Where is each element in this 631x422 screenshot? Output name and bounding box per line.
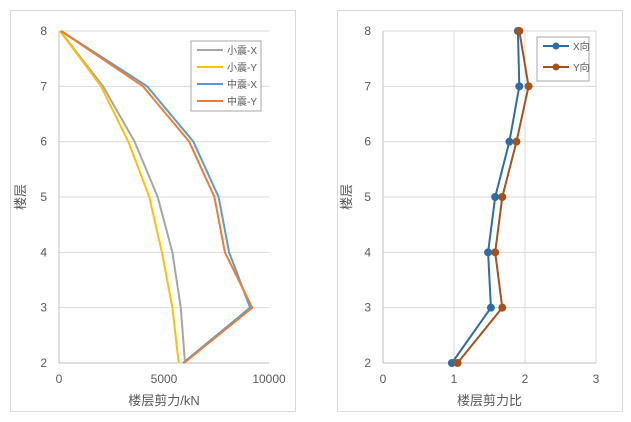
series-line-4: [60, 30, 254, 364]
y-axis-title: 楼层: [339, 184, 354, 210]
legend-label-4: 中震-Y: [227, 95, 257, 108]
x-tick-label: 10000: [252, 372, 286, 386]
series-1-point: [491, 193, 500, 201]
legend-label-1: 小震-X: [227, 45, 257, 57]
legend-label-2: 小震-Y: [227, 62, 257, 74]
legend-box: [190, 40, 262, 112]
floor-shear-chart: 2 3 4 5 6 7 8 0 5000 10000 楼层剪力/kN 楼层 小震-X 小震-Y 中震-X 中震…: [13, 24, 286, 408]
series-2-point: [524, 82, 533, 91]
series-line-3: [60, 30, 252, 364]
x-tick-label: 2: [522, 372, 529, 386]
y-tick-label: 8: [40, 24, 47, 38]
series-2-point: [498, 193, 507, 201]
right-chart-frame: 2 3 4 5 6 7 8 0 1 2 3 楼层剪力比 楼层 X向 Y向: [337, 10, 623, 412]
legend-label-1: X向: [573, 40, 590, 53]
x-axis-title: 楼层剪力比: [457, 393, 522, 408]
y-axis-title: 楼层: [13, 184, 28, 210]
y-tick-label: 4: [364, 245, 371, 259]
legend-marker-2: [552, 63, 560, 71]
y-tick-label: 3: [364, 301, 371, 315]
series-1-point: [505, 137, 514, 146]
series-2-point: [512, 137, 521, 146]
series-2-point: [453, 359, 462, 367]
x-tick-label: 0: [56, 372, 63, 386]
y-tick-label: 4: [40, 245, 47, 259]
series-1-point: [484, 248, 493, 257]
x-tick-label: 1: [451, 372, 458, 386]
y-tick-label: 6: [40, 135, 47, 149]
x-tick-label: 5000: [151, 372, 178, 386]
y-tick-label: 2: [40, 356, 47, 370]
legend-box: [536, 36, 590, 82]
y-tick-label: 5: [40, 190, 47, 204]
y-tick-label: 7: [364, 79, 371, 93]
series-2-point: [498, 303, 507, 312]
x-tick-label: 3: [593, 372, 600, 386]
left-chart-frame: 2 3 4 5 6 7 8 0 5000 10000 楼层剪力/kN 楼层 小震-X 小震-Y 中震-X 中震…: [10, 10, 296, 412]
series-2-point: [515, 27, 524, 35]
series-line-1: [59, 30, 186, 364]
legend-label-2: Y向: [573, 61, 590, 74]
y-tick-label: 5: [364, 190, 371, 204]
legend-label-3: 中震-X: [227, 78, 257, 91]
shear-ratio-chart: 2 3 4 5 6 7 8 0 1 2 3 楼层剪力比 楼层 X向 Y向: [339, 24, 600, 408]
series-1-point: [486, 303, 495, 312]
series-2-point: [491, 248, 500, 257]
y-tick-label: 8: [364, 24, 371, 38]
y-tick-label: 2: [364, 356, 371, 370]
series-1-point: [515, 82, 524, 91]
y-tick-label: 3: [40, 301, 47, 315]
y-tick-label: 7: [40, 79, 47, 93]
legend-marker-1: [552, 42, 560, 50]
x-tick-label: 0: [380, 372, 387, 386]
x-axis-title: 楼层剪力/kN: [128, 393, 200, 408]
series-line-2: [59, 30, 180, 364]
y-tick-label: 6: [364, 135, 371, 149]
